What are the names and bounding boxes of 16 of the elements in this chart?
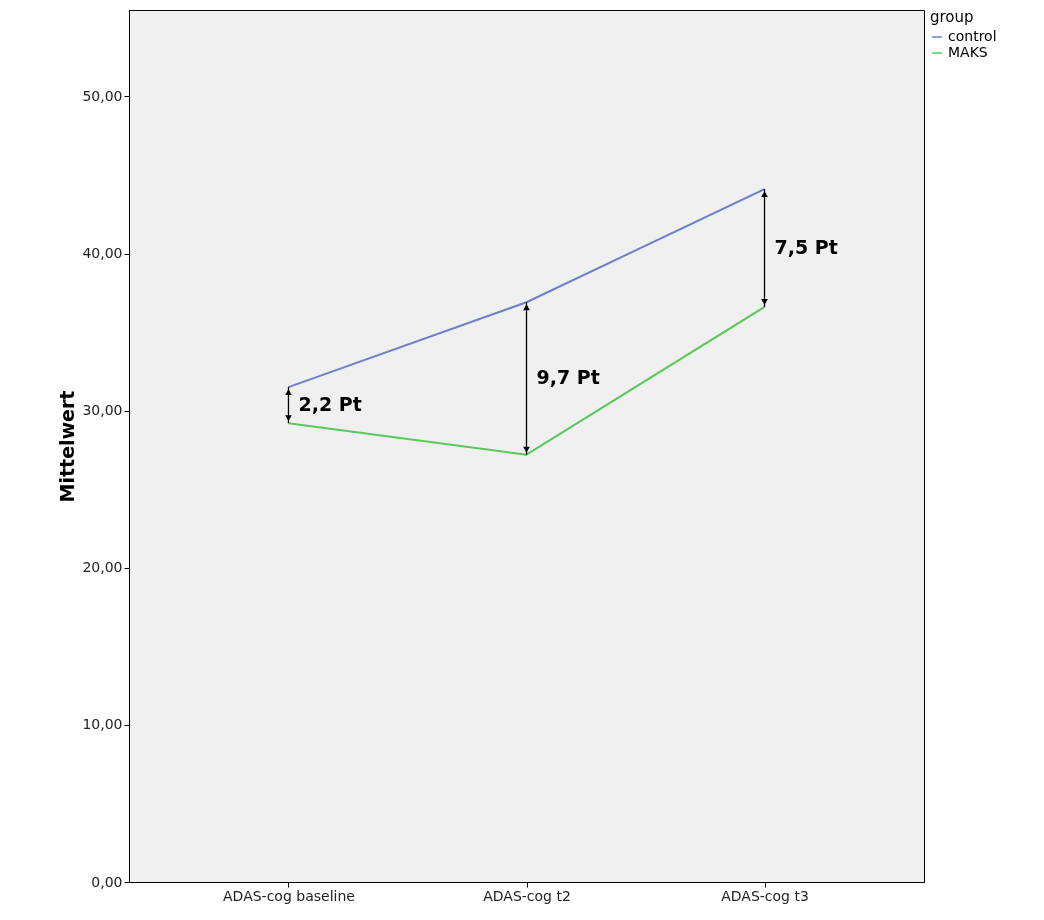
y-tick-label: 20,00 — [82, 559, 123, 576]
y-tick-label: 40,00 — [82, 245, 123, 262]
annotation: 2,2 Pt — [298, 393, 362, 416]
annotation: 9,7 Pt — [536, 366, 600, 389]
legend-label: control — [948, 28, 997, 44]
x-tick-label: ADAS-cog t3 — [721, 887, 809, 904]
y-axis-title: Mittelwert — [56, 390, 79, 503]
legend-title: group — [930, 8, 974, 26]
y-tick-label: 0,00 — [91, 873, 123, 890]
y-tick-label: 10,00 — [82, 716, 123, 733]
legend-label: MAKS — [948, 44, 988, 60]
x-tick-label: ADAS-cog baseline — [223, 887, 355, 904]
y-tick-label: 50,00 — [82, 87, 123, 104]
x-tick-label: ADAS-cog t2 — [483, 887, 571, 904]
annotation: 7,5 Pt — [774, 236, 838, 259]
y-tick-label: 30,00 — [82, 402, 123, 419]
